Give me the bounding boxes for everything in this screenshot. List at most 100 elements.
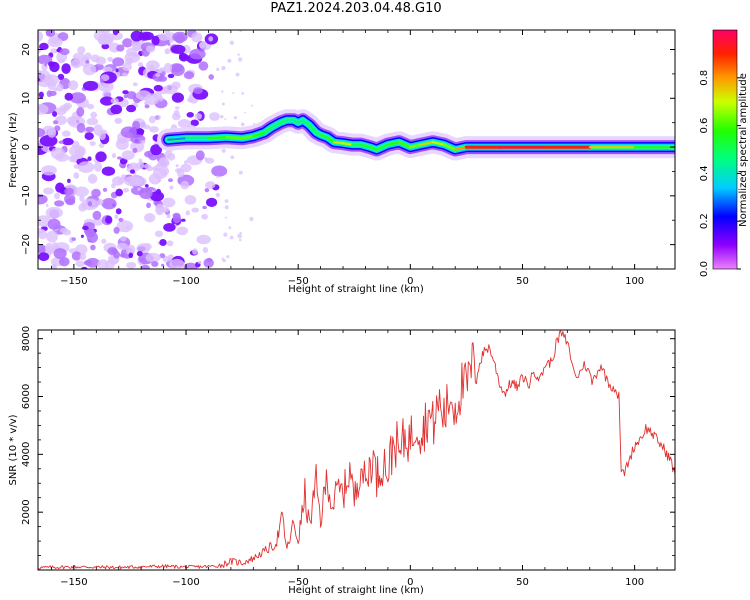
noise-speckle [116, 220, 134, 233]
noise-speckle [123, 94, 128, 99]
noise-speckle [126, 262, 137, 269]
noise-speckle [140, 140, 146, 144]
noise-speckle-faint [221, 90, 224, 93]
noise-speckle [167, 73, 175, 79]
snr-series-line [38, 330, 675, 570]
noise-speckle [92, 218, 104, 226]
noise-speckle [82, 63, 97, 76]
ridge-amplitude-segment [279, 119, 288, 124]
noise-speckle [159, 67, 167, 72]
noise-speckle [154, 230, 164, 238]
noise-speckle [148, 173, 162, 185]
noise-speckle [132, 120, 141, 130]
noise-speckle [38, 229, 48, 240]
colorbar-tick-label: 0.6 [699, 118, 710, 134]
noise-speckle [180, 180, 189, 190]
noise-speckle [38, 244, 46, 255]
noise-speckle [112, 176, 124, 186]
noise-speckle [184, 195, 197, 205]
noise-speckle [53, 248, 67, 259]
noise-speckle [84, 132, 94, 141]
noise-speckle [129, 169, 136, 174]
noise-speckle [121, 150, 135, 161]
noise-speckle [115, 68, 119, 73]
noise-speckle [154, 114, 161, 121]
spectrogram-y-axis-label: Frequency (Hz) [8, 112, 19, 188]
noise-speckle [39, 42, 49, 51]
noise-speckle [113, 251, 121, 259]
noise-speckle [211, 165, 228, 177]
noise-speckle [146, 202, 151, 209]
noise-speckle [183, 71, 195, 80]
noise-speckle [192, 248, 198, 255]
noise-speckle [114, 214, 119, 219]
noise-speckle [137, 62, 144, 68]
noise-speckle [208, 74, 214, 80]
noise-speckle [43, 187, 54, 195]
noise-speckle [58, 140, 64, 144]
snr-y-tick-label: 2000 [21, 499, 32, 524]
ridge-amplitude-segment [252, 131, 266, 138]
noise-speckle [206, 197, 218, 207]
noise-speckle [144, 184, 149, 188]
spectrogram-y-tick-label: 0 [21, 144, 32, 150]
noise-speckle-faint [226, 255, 230, 259]
noise-speckle [132, 147, 138, 154]
noise-speckle [164, 48, 171, 55]
noise-speckle-faint [224, 199, 229, 204]
noise-speckle-faint [239, 238, 242, 242]
spectrogram-plot-frame [37, 29, 676, 270]
noise-speckle [61, 63, 71, 74]
noise-speckle [77, 161, 95, 173]
noise-speckle-faint [235, 72, 240, 77]
noise-speckle-faint [223, 232, 228, 237]
noise-speckle [38, 31, 44, 42]
noise-speckle [102, 66, 113, 73]
noise-speckle [101, 166, 116, 176]
noise-speckle [38, 194, 48, 205]
noise-speckle [175, 164, 179, 168]
ridge-amplitude-segment [420, 141, 434, 146]
spectrogram-x-axis-label: Height of straight line (km) [288, 284, 424, 295]
noise-speckle [135, 128, 145, 135]
noise-speckle [145, 252, 161, 263]
noise-speckle [90, 111, 98, 119]
noise-speckle [115, 208, 122, 215]
noise-speckle [70, 59, 82, 69]
ridge-amplitude-segment [263, 126, 273, 134]
noise-speckle [73, 172, 80, 179]
noise-speckle [183, 262, 198, 269]
noise-speckle [126, 104, 137, 113]
colorbar-gradient [712, 29, 738, 270]
noise-speckle [44, 63, 47, 67]
noise-speckle [65, 198, 76, 206]
ridge-amplitude-segment [301, 119, 311, 127]
ridge-amplitude-segment [241, 135, 255, 140]
ridge-amplitude-segment [308, 124, 318, 134]
noise-speckle-faint [222, 258, 226, 263]
noise-speckle [173, 109, 180, 117]
noise-speckle [56, 83, 64, 92]
noise-speckle [195, 150, 205, 161]
noise-speckle [130, 30, 143, 42]
noise-speckle-faint [230, 155, 235, 160]
noise-speckle [59, 104, 70, 112]
noise-speckle [68, 145, 86, 157]
noise-speckle [191, 207, 199, 213]
noise-speckle [176, 168, 185, 178]
ridge-amplitude-segment [207, 136, 228, 140]
noise-speckle [128, 252, 134, 259]
ridge-amplitude-segment [443, 143, 457, 151]
noise-speckle [76, 122, 86, 133]
noise-speckle [190, 119, 199, 127]
noise-speckle [95, 151, 107, 162]
noise-speckle [71, 237, 76, 242]
noise-speckle [172, 213, 181, 224]
noise-speckle [166, 240, 174, 247]
snr-x-tick-label: −150 [60, 577, 87, 588]
noise-speckle [169, 258, 185, 269]
noise-speckle [113, 226, 120, 234]
noise-speckle [162, 197, 176, 208]
noise-speckle-faint [239, 30, 242, 33]
